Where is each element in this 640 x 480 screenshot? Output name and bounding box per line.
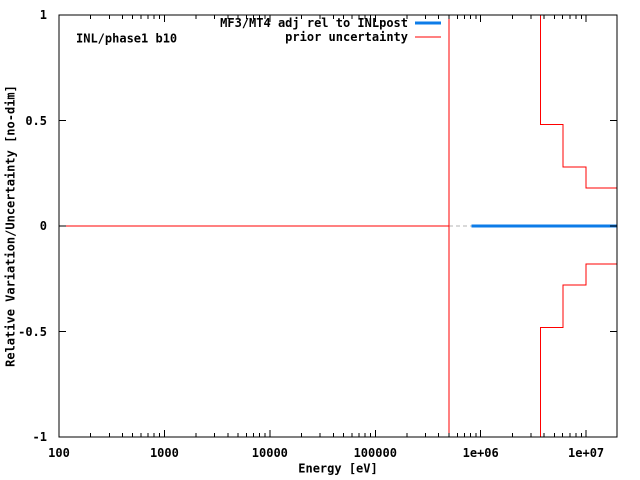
- legend-label-adjustment: MF3/MT4 adj rel to INLpost: [220, 16, 408, 30]
- x-tick-label: 1e+06: [462, 446, 499, 460]
- x-tick-label: 10000: [251, 446, 288, 460]
- x-tick-label: 100000: [353, 446, 397, 460]
- legend-label-prior: prior uncertainty: [285, 30, 408, 44]
- y-tick-label: -0.5: [18, 324, 47, 339]
- y-tick-label: -1: [32, 430, 47, 444]
- x-tick-label: 1000: [149, 446, 179, 460]
- plot-annotation-label: INL/phase1 b10: [76, 31, 178, 46]
- legend-item-prior: prior uncertainty: [220, 30, 408, 44]
- legend-item-adjustment: MF3/MT4 adj rel to INLpost: [220, 16, 408, 30]
- x-tick-label: 100: [48, 446, 70, 460]
- y-tick-label: 1: [39, 8, 47, 22]
- y-axis-title: Relative Variation/Uncertainty [no-dim]: [3, 85, 18, 367]
- series-prior-uncertainty-upper: [59, 15, 617, 227]
- y-tick-label: 0.5: [25, 113, 47, 128]
- series-prior-uncertainty-lower: [59, 225, 617, 437]
- legend: MF3/MT4 adj rel to INLpost prior uncerta…: [220, 16, 408, 44]
- y-tick-label: 0: [39, 219, 47, 233]
- x-tick-label: 1e+07: [568, 446, 605, 460]
- x-axis-title: Energy [eV]: [298, 461, 378, 476]
